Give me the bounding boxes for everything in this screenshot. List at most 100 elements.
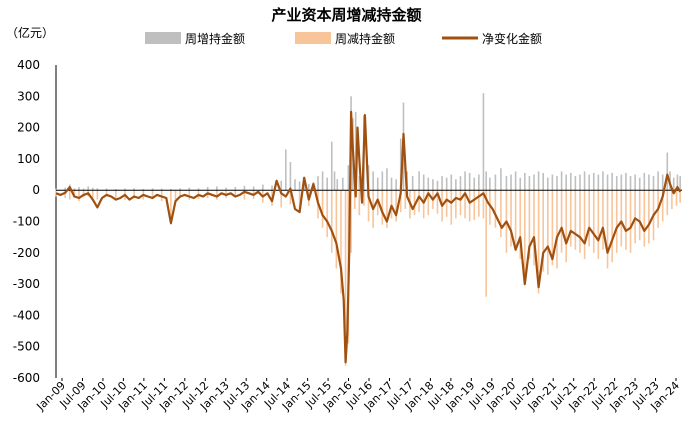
decrease-bar [404,190,407,209]
decrease-bar [340,190,342,294]
decrease-bar [422,190,425,219]
decrease-bar [634,190,636,244]
increase-bar [565,174,567,191]
increase-bar [271,185,273,191]
increase-bar [133,188,135,191]
decrease-bar [643,190,646,247]
decrease-bar [335,190,338,269]
y-tick-label: -600 [13,371,40,385]
increase-bar [537,171,540,191]
increase-bar [648,174,650,191]
decrease-bar [216,190,218,200]
decrease-bar [386,190,388,228]
y-tick-label: -400 [13,308,40,322]
increase-bar [87,186,89,191]
decrease-bar [358,190,361,216]
increase-bar [179,188,181,191]
increase-bar [615,176,618,191]
increase-bar [418,171,420,191]
increase-bar [151,188,154,191]
legend-label: 净变化金额 [482,31,542,46]
increase-bar [422,174,425,191]
decrease-bar [485,190,488,297]
y-tick-label: -300 [13,277,40,291]
increase-bar [459,176,462,191]
increase-bar [285,149,287,191]
increase-bar [676,174,679,191]
increase-bar [546,177,549,191]
increase-bar [280,180,283,191]
decrease-bar [602,190,604,250]
increase-bar [473,177,476,191]
increase-bar [234,187,237,191]
legend-label: 周减持金额 [335,31,395,46]
decrease-bar [583,190,586,260]
decrease-bar [473,190,476,220]
decrease-bar [445,190,448,217]
decrease-bar [629,190,632,253]
increase-bar [602,171,604,191]
decrease-bar [661,190,664,222]
legend-swatch [145,32,181,44]
decrease-bar [390,190,393,219]
increase-bar [294,179,296,191]
decrease-bar [133,190,135,199]
increase-bar [652,176,655,191]
decrease-bar [519,190,522,260]
decrease-bar [611,190,613,263]
increase-bar [170,188,172,191]
decrease-bar [367,190,370,222]
increase-bar [82,188,85,191]
increase-bar [489,177,491,191]
y-tick-label: 0 [32,183,40,197]
increase-bar [342,177,344,191]
decrease-bar [381,190,384,225]
increase-bar [510,174,512,191]
decrease-bar [606,190,609,269]
decrease-bar [615,190,618,253]
decrease-bar [395,190,397,222]
decrease-bar [91,190,94,199]
decrease-bar [648,190,650,244]
increase-bar [625,172,627,191]
legend-swatch [295,32,331,44]
increase-bar [188,187,191,191]
decrease-bar [620,190,623,247]
decrease-bar [542,190,544,272]
decrease-bar [330,190,333,253]
increase-bar [197,188,200,191]
decrease-bar [350,190,352,253]
decrease-bar [500,190,502,238]
increase-bar [73,188,76,191]
increase-bar [634,174,636,191]
decrease-bar [413,190,416,216]
decrease-bar [96,190,99,200]
increase-bar [427,177,430,191]
y-tick-label: 300 [17,89,40,103]
increase-bar [629,176,632,191]
decrease-bar [560,190,563,253]
decrease-bar [344,190,347,366]
increase-bar [381,171,384,191]
decrease-bar [418,190,420,213]
increase-bar [524,172,526,191]
decrease-bar [638,190,641,241]
increase-bar [661,174,664,191]
increase-bar [321,171,324,191]
increase-bar [330,141,333,191]
decrease-bar [399,190,402,213]
decrease-bar [514,190,517,250]
increase-bar [298,181,301,191]
increase-bar [436,180,439,191]
increase-bar [91,187,94,191]
increase-bar [560,171,563,191]
decrease-bar [464,190,466,219]
decrease-bar [321,190,324,228]
increase-bar [96,188,99,191]
increase-bar [666,152,669,191]
decrease-bar [427,190,430,216]
increase-bar [445,177,448,191]
decrease-bar [574,190,577,250]
increase-bar [450,174,453,191]
increase-bar [336,179,339,191]
